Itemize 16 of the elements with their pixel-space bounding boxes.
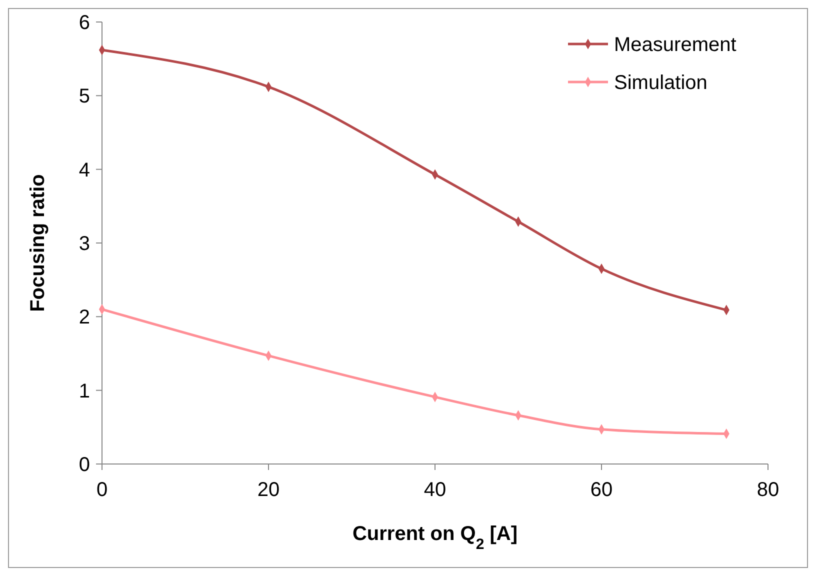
y-tick-label: 5 bbox=[78, 86, 90, 108]
y-tick-label: 4 bbox=[78, 159, 90, 182]
x-tick-label: 20 bbox=[257, 479, 280, 501]
y-tick-label: 6 bbox=[78, 12, 90, 34]
x-tick-label: 0 bbox=[96, 479, 108, 501]
y-axis-title: Focusing ratio bbox=[27, 174, 49, 312]
x-tick-label: 60 bbox=[590, 479, 613, 501]
y-tick-label: 2 bbox=[78, 306, 90, 329]
x-axis-title: Current on Q$_{2}$ [A] bbox=[352, 523, 518, 552]
x-tick-label: 40 bbox=[424, 479, 446, 501]
y-tick-label: 1 bbox=[78, 380, 90, 402]
legend-label: Measurement bbox=[614, 34, 737, 56]
x-tick-label: 80 bbox=[756, 479, 780, 501]
legend-label: Simulation bbox=[614, 72, 708, 94]
y-tick-label: 3 bbox=[78, 233, 90, 255]
y-tick-label: 0 bbox=[78, 454, 90, 476]
